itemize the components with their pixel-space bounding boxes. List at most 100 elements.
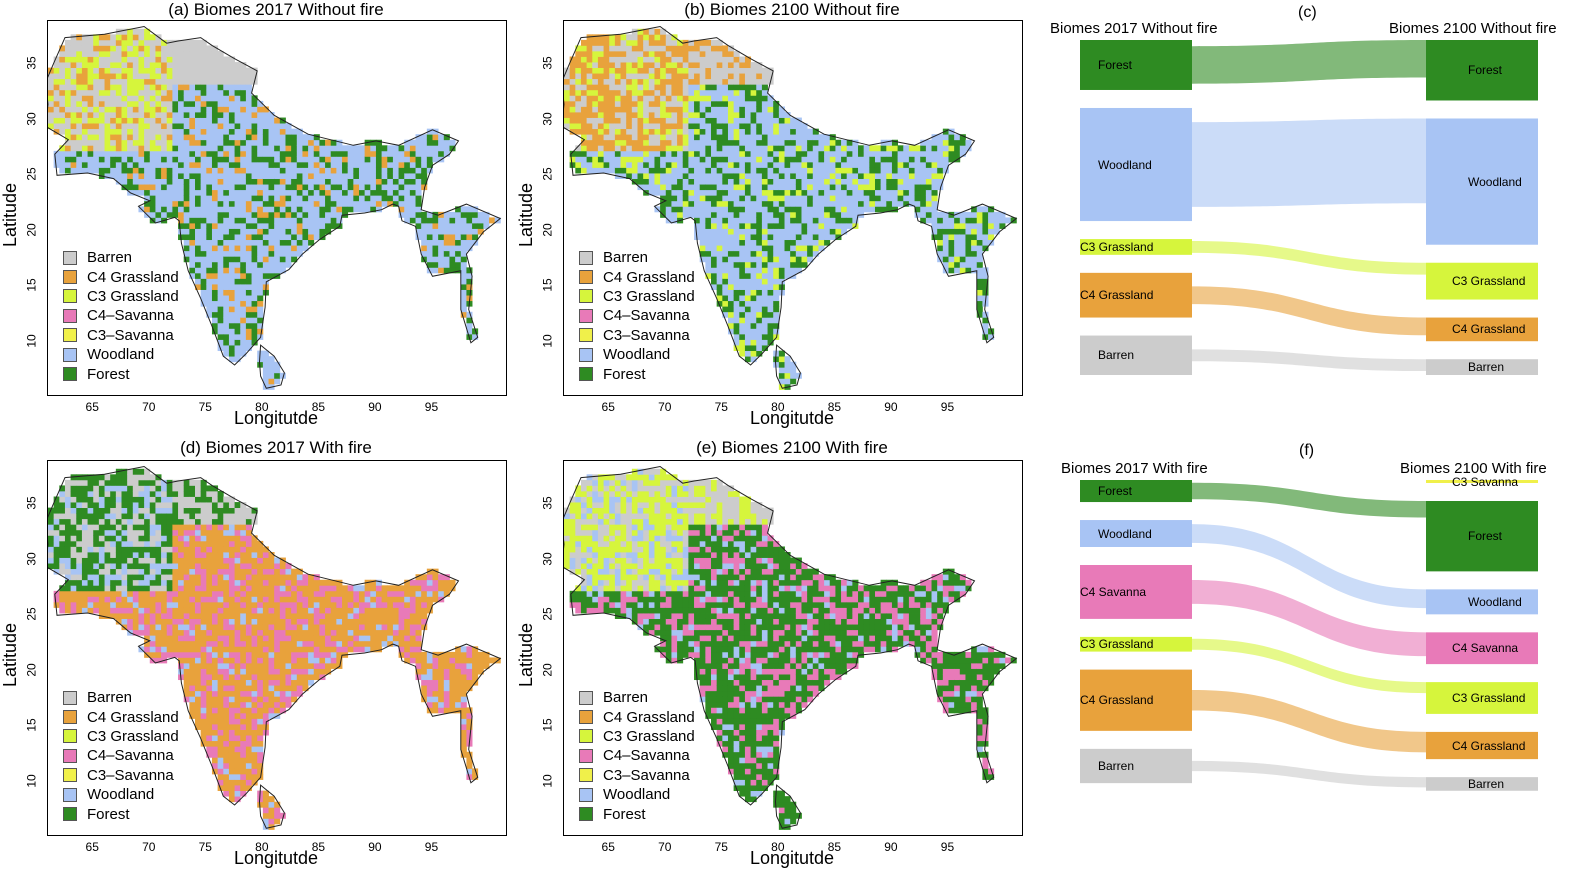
map-cell [166,184,173,191]
map-cell [121,78,128,85]
map-cell [643,62,650,69]
map-cell [330,200,337,207]
map-cell [161,200,168,207]
map-cell [937,250,944,257]
map-cell [240,234,247,241]
map-cell [812,173,819,179]
map-cell [110,557,117,564]
map-cell [155,502,162,509]
map-cell [262,134,269,141]
map-cell [597,145,604,152]
map-cell [245,345,252,352]
y-tick-label: 10 [540,334,555,348]
map-cell [807,217,814,224]
map-cell [291,256,298,263]
map-cell [835,222,842,229]
map-cell [914,167,921,174]
x-tick-label: 80 [771,400,785,414]
map-cell [688,189,695,196]
map-cell [597,50,604,57]
map-cell [144,502,151,509]
map-cell [364,150,371,157]
map-cell [161,568,168,575]
map-cell [801,234,808,241]
map-cell [121,563,128,570]
map-cell [744,206,751,213]
map-cell [155,568,162,575]
map-cell [597,67,604,74]
map-cell [976,217,983,224]
map-cell [694,78,701,85]
map-cell [81,557,88,564]
map-cell [711,228,718,235]
map-cell [104,607,111,614]
map-cell [965,239,972,246]
map-cell [251,200,258,207]
map-cell [665,161,672,168]
map-cell [59,95,66,102]
map-cell [98,518,105,525]
map-cell [705,62,712,69]
map-cell [53,78,60,85]
map-cell [104,601,111,608]
map-cell [245,78,252,85]
map-cell [223,173,230,179]
map-cell [211,311,219,318]
map-cell [404,206,411,213]
map-cell [948,267,955,274]
map-cell [189,200,196,207]
map-cell [211,150,219,157]
map-cell [81,128,88,135]
map-cell [251,161,258,168]
map-cell [189,250,196,257]
map-cell [404,145,411,152]
map-cell [274,128,281,135]
map-cell [285,134,292,141]
map-cell [750,234,757,241]
map-cell [778,117,785,124]
map-cell [223,139,230,146]
map-cell [217,289,224,296]
map-cell [404,139,411,146]
map-cell [756,123,763,130]
map-cell [93,502,100,509]
map-cell [688,106,695,113]
map-cell [942,256,949,263]
map-cell [569,150,576,157]
map-cell [620,78,627,85]
map-cell [739,84,746,91]
map-cell [880,184,887,191]
map-cell [257,128,264,135]
map-cell [144,529,151,536]
map-cell [908,173,915,179]
map-cell [409,167,416,174]
map-cell [750,150,757,157]
map-cell [240,112,247,118]
map-cell [115,150,122,157]
map-cell [733,67,740,74]
map-cell [121,62,128,69]
map-cell [104,507,111,514]
map-cell [739,184,746,191]
map-cell [223,256,230,263]
map-cell [223,300,230,307]
map-cell [404,189,411,196]
map-cell [138,184,145,191]
map-cell [959,134,966,141]
map-cell [626,106,633,113]
map-cell [665,134,672,141]
map-cell [982,317,989,324]
map-cell [744,239,751,246]
map-cell [81,563,88,570]
map-raster [48,465,502,830]
map-cell [620,117,627,124]
map-cell [110,134,117,141]
map-cell [296,222,303,229]
map-cell [257,195,264,202]
map-cell [245,206,252,213]
map-cell [138,485,145,492]
map-cell [59,100,66,107]
map-cell [138,535,145,542]
map-cell [637,156,644,163]
map-cell [671,84,678,91]
